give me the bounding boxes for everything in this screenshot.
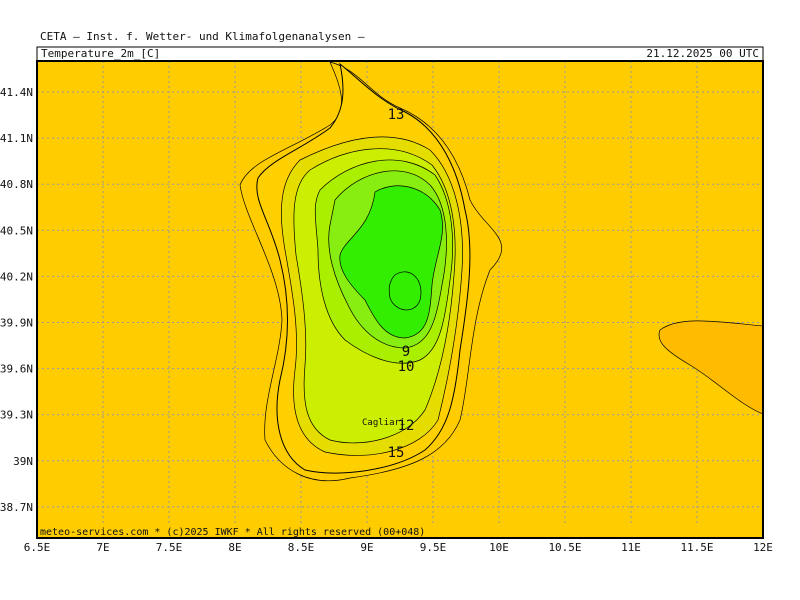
y-label: 39.6N	[0, 363, 33, 376]
contour-label: 10	[398, 359, 415, 375]
place-label: Cagliari	[362, 418, 405, 428]
y-label: 41.4N	[0, 86, 33, 99]
y-label: 39N	[13, 455, 33, 468]
y-label: 39.9N	[0, 317, 33, 330]
map-frame	[36, 60, 764, 539]
x-label: 7.5E	[156, 541, 183, 554]
y-label: 38.7N	[0, 501, 33, 514]
y-label: 39.3N	[0, 409, 33, 422]
y-label: 40.5N	[0, 224, 33, 237]
valid-time: 21.12.2025 00 UTC	[646, 47, 759, 60]
y-label: 40.2N	[0, 270, 33, 283]
x-label: 9.5E	[420, 541, 447, 554]
x-label: 6.5E	[24, 541, 51, 554]
x-label: 10E	[489, 541, 509, 554]
y-label: 41.1N	[0, 132, 33, 145]
x-label: 7E	[96, 541, 109, 554]
x-label: 11E	[621, 541, 641, 554]
contour-label: 13	[388, 107, 405, 123]
contour-label: 9	[402, 344, 410, 360]
footer: meteo-services.com * (c)2025 IWKF * All …	[40, 527, 425, 538]
header-title: CETA – Inst. f. Wetter- und Klimafolgena…	[40, 30, 365, 43]
x-label: 10.5E	[548, 541, 581, 554]
x-label: 8.5E	[288, 541, 315, 554]
contour-label: 12	[398, 418, 415, 434]
contour-8	[339, 185, 443, 339]
x-label: 8E	[228, 541, 241, 554]
axis-labels: 6.5E 7E 7.5E 8E 8.5E 9E 9.5E 10E 10.5E 11E 11.5E 12…	[0, 86, 773, 554]
x-label: 9E	[360, 541, 373, 554]
footer-bar	[37, 526, 763, 538]
grid	[37, 61, 763, 538]
contour-7	[388, 271, 422, 311]
contour-label: 15	[388, 445, 405, 461]
x-label: 11.5E	[680, 541, 713, 554]
y-label: 40.8N	[0, 178, 33, 191]
variable-title: Temperature_2m_[C]	[41, 47, 160, 60]
x-label: 12E	[753, 541, 773, 554]
warm-area	[658, 320, 764, 415]
